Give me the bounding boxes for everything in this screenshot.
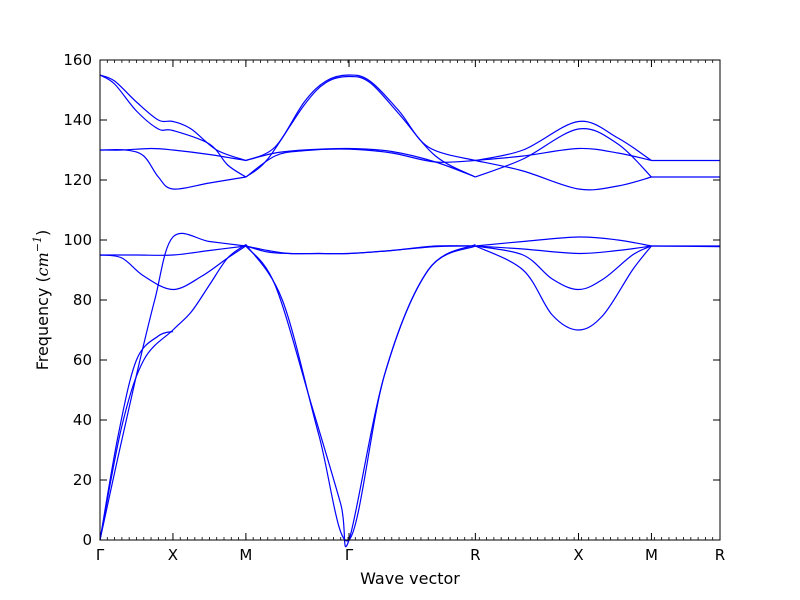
y-tick-label-160: 160 xyxy=(63,51,92,69)
x-tick-label-3: M xyxy=(239,546,252,564)
y-tick-label-80: 80 xyxy=(73,291,92,309)
band-line-2 xyxy=(99,330,174,541)
x-axis-label: Wave vector xyxy=(360,569,460,588)
y-axis-label-exponent: −1 xyxy=(31,236,44,252)
band-line-12 xyxy=(475,245,652,291)
band-line-3 xyxy=(99,232,246,541)
band-line-15 xyxy=(651,245,721,248)
band-line-1 xyxy=(99,244,247,541)
y-ticks: 0 20 40 60 80 100 120 140 160 xyxy=(63,51,720,549)
band-line-7 xyxy=(245,245,476,548)
y-tick-label-60: 60 xyxy=(73,351,92,369)
y-tick-label-0: 0 xyxy=(82,531,92,549)
y-axis-label-prefix: Frequency ( xyxy=(33,276,52,370)
x-tick-label-7: M xyxy=(645,546,658,564)
band-line-24 xyxy=(475,147,652,162)
band-line-5 xyxy=(100,245,246,256)
y-tick-label-140: 140 xyxy=(63,111,92,129)
band-line-21 xyxy=(245,75,476,178)
y-tick-label-40: 40 xyxy=(73,411,92,429)
y-axis-label-unit: cm xyxy=(33,252,52,276)
band-line-23 xyxy=(245,148,476,178)
band-line-19 xyxy=(99,148,246,190)
plot-frame xyxy=(99,59,721,541)
y-axis-label-suffix: ) xyxy=(33,230,52,236)
x-tick-label-1: Γ xyxy=(96,546,105,564)
y-tick-label-120: 120 xyxy=(63,171,92,189)
x-tick-label-8: R xyxy=(715,546,725,564)
band-line-10 xyxy=(475,236,652,247)
x-tick-label-6: X xyxy=(573,546,583,564)
x-tick-label-4: Γ xyxy=(345,546,354,564)
band-line-11 xyxy=(475,245,652,255)
band-line-9 xyxy=(245,245,476,255)
band-line-13 xyxy=(475,245,652,331)
y-axis-label: Frequency (cm−1) xyxy=(31,230,52,371)
y-tick-label-20: 20 xyxy=(73,471,92,489)
plot-area-background xyxy=(100,60,720,540)
band-line-27 xyxy=(475,159,652,191)
band-line-17 xyxy=(99,74,247,178)
band-line-26 xyxy=(475,128,652,178)
band-line-4 xyxy=(99,245,247,291)
x-tick-label-2: X xyxy=(168,546,178,564)
x-tick-label-5: R xyxy=(470,546,480,564)
band-line-25 xyxy=(475,120,652,162)
y-tick-label-100: 100 xyxy=(63,231,92,249)
